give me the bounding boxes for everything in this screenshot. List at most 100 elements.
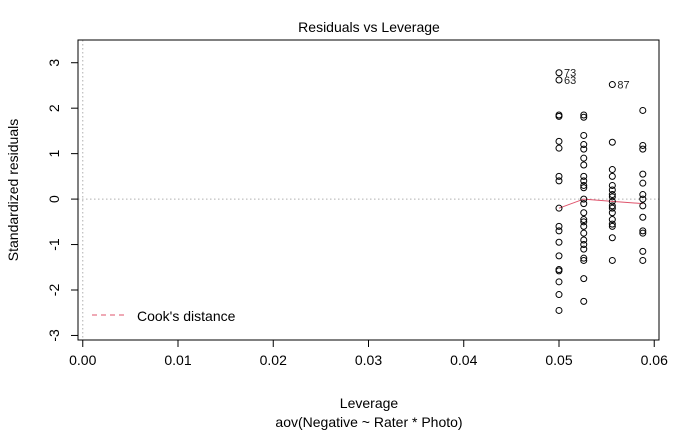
data-point [639,191,647,199]
data-point [608,216,616,224]
data-point [639,247,647,255]
y-axis: -3 -2 -1 0 1 2 3 [46,59,79,342]
data-point [639,195,647,203]
y-tick-label: 3 [46,59,62,67]
y-tick-label: 0 [46,195,62,203]
y-tick-label: -1 [46,238,62,251]
x-tick-label: 0.00 [69,352,96,368]
point-label: 63 [564,75,576,87]
y-tick-label: -2 [46,284,62,297]
data-point [639,145,647,153]
data-point [608,181,616,189]
point-label: 73 [564,68,576,80]
x-axis-label: Leverage [340,395,399,411]
data-point [580,209,588,217]
data-point [608,222,616,230]
data-point [608,186,616,194]
data-point [580,131,588,139]
data-point [555,112,563,120]
data-point [580,172,588,180]
data-point [555,144,563,152]
data-point [555,177,563,185]
data-point [555,267,563,275]
data-point [580,181,588,189]
x-tick-label: 0.01 [164,352,191,368]
data-point [639,202,647,210]
x-axis: 0.00 0.01 0.02 0.03 0.04 0.05 0.06 [69,339,668,368]
data-point [580,184,588,192]
data-point [639,141,647,149]
data-point [580,236,588,244]
data-point [608,202,616,210]
data-point [580,241,588,249]
data-point [580,245,588,253]
data-point [608,138,616,146]
data-point [580,275,588,283]
data-point [639,106,647,114]
data-point [639,229,647,237]
data-point [555,291,563,299]
data-point [608,172,616,180]
data-point [580,145,588,153]
data-point [555,227,563,235]
y-tick-label: 1 [46,150,62,158]
data-point [580,111,588,119]
data-point [580,195,588,203]
data-point [608,191,616,199]
data-point [639,256,647,264]
data-point [580,154,588,162]
data-point [608,81,616,89]
smooth-line [558,198,643,209]
data-point [580,254,588,262]
data-point [608,220,616,228]
data-point [608,234,616,242]
data-point [580,200,588,208]
data-point [608,197,616,205]
reference-lines [78,40,659,340]
data-point [555,76,563,84]
data-point [580,161,588,169]
data-point [555,172,563,180]
data-point [555,204,563,212]
data-point [580,229,588,237]
data-point [580,216,588,224]
y-tick-label: -3 [46,329,62,342]
data-point [580,218,588,226]
data-point [639,170,647,178]
point-label: 87 [617,80,629,92]
data-point [639,227,647,235]
points-layer [555,69,647,314]
data-point [639,213,647,221]
data-point [555,238,563,246]
data-point [608,209,616,217]
data-point [580,256,588,264]
data-point [580,297,588,305]
data-point [639,179,647,187]
y-axis-label: Standardized residuals [5,119,21,261]
data-point [608,193,616,201]
x-axis-sublabel: aov(Negative ~ Rater * Photo) [275,414,462,430]
x-tick-label: 0.04 [450,352,477,368]
data-point [580,113,588,121]
y-tick-label: 2 [46,104,62,112]
data-point [555,69,563,77]
data-point [555,252,563,260]
data-point [555,306,563,314]
smooth-line-layer [558,198,643,209]
data-point [580,222,588,230]
data-point [580,141,588,149]
chart-title: Residuals vs Leverage [298,19,440,35]
data-point [580,177,588,185]
data-point [608,256,616,264]
x-tick-label: 0.06 [641,352,668,368]
data-point [608,204,616,212]
data-point [608,166,616,174]
x-tick-label: 0.03 [355,352,382,368]
x-tick-label: 0.02 [260,352,287,368]
legend-cooks-label: Cook's distance [137,308,236,324]
legend: Cook's distance [92,308,236,324]
data-point [555,222,563,230]
x-tick-label: 0.05 [545,352,572,368]
